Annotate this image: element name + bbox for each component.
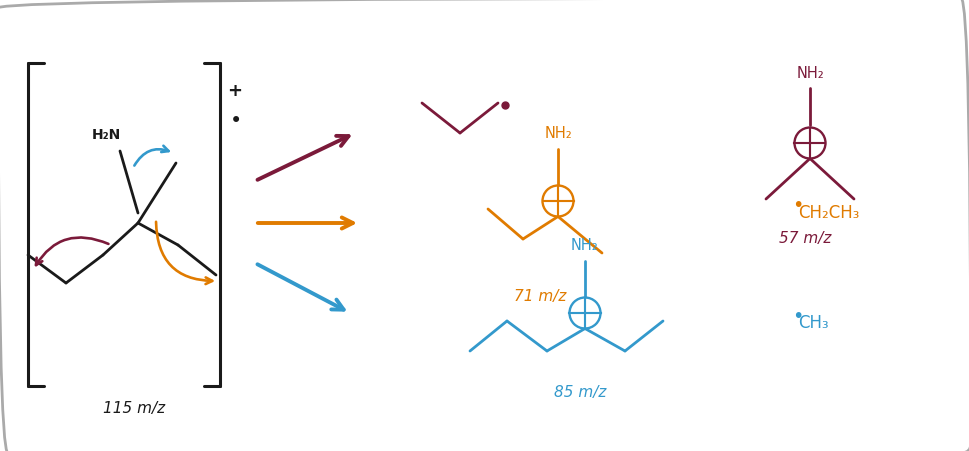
Text: CH₃: CH₃ <box>798 314 828 332</box>
Text: CH₂CH₃: CH₂CH₃ <box>798 204 860 222</box>
Text: 115 m/z: 115 m/z <box>103 401 165 416</box>
Text: 85 m/z: 85 m/z <box>554 385 607 400</box>
Text: +: + <box>227 82 242 100</box>
Text: •: • <box>792 307 803 326</box>
Text: H₂N: H₂N <box>91 128 120 142</box>
Text: NH₂: NH₂ <box>545 125 572 141</box>
Text: 57 m/z: 57 m/z <box>779 231 831 246</box>
Text: •: • <box>792 197 803 216</box>
Text: NH₂: NH₂ <box>797 65 824 80</box>
Text: •: • <box>230 111 242 131</box>
Text: 71 m/z: 71 m/z <box>514 289 566 304</box>
Text: NH₂: NH₂ <box>571 238 599 253</box>
